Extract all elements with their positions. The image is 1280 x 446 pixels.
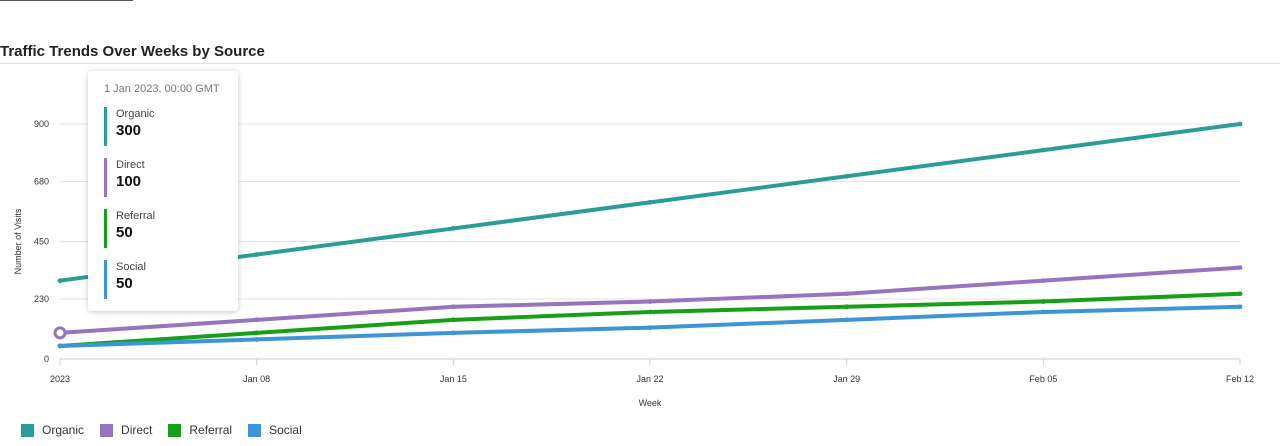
legend-swatch [168,423,182,437]
chart-legend: Organic Direct Referral Social [21,423,318,437]
chart-tooltip: 1 Jan 2023, 00:00 GMT Organic 300 Direct… [88,71,238,311]
tooltip-item-referral: Referral 50 [104,209,238,248]
legend-label: Direct [121,423,153,437]
data-point[interactable] [1040,309,1046,315]
data-point[interactable] [254,337,260,342]
x-tick-label: Feb 12 [1226,374,1254,384]
data-point[interactable] [647,309,653,315]
legend-label: Organic [42,423,85,437]
data-point[interactable] [1237,291,1243,297]
tooltip-color-bar [104,209,107,248]
title-divider [0,63,1280,64]
data-point[interactable] [844,317,850,323]
legend-swatch [100,423,114,437]
data-point[interactable] [57,278,63,284]
y-tick-label: 0 [44,354,49,364]
y-axis-title: Number of Visits [13,208,23,274]
data-point[interactable] [647,299,653,304]
data-point[interactable] [647,199,653,205]
tooltip-color-bar [104,260,107,299]
x-tick-label: 2023 [50,374,70,384]
data-point[interactable] [450,226,456,231]
tooltip-color-bar [104,107,107,146]
tooltip-series-value: 50 [116,224,133,241]
tooltip-item-organic: Organic 300 [104,107,238,146]
x-tick-label: Jan 15 [440,374,467,384]
x-tick-label: Jan 29 [833,374,860,384]
legend-item-social[interactable]: Social [248,423,302,437]
legend-swatch [248,423,262,437]
data-point[interactable] [1040,147,1046,153]
tab-indicator [0,0,133,1]
hover-point-marker[interactable] [53,326,67,340]
tooltip-date: 1 Jan 2023, 00:00 GMT [104,83,220,95]
y-tick-label: 230 [34,294,49,304]
tooltip-item-direct: Direct 100 [104,158,238,197]
tooltip-color-bar [104,158,107,197]
data-point[interactable] [1040,278,1046,284]
legend-item-referral[interactable]: Referral [168,423,232,437]
tooltip-series-value: 100 [116,173,142,190]
data-point[interactable] [1237,265,1243,271]
tooltip-series-name: Social [116,261,146,273]
tooltip-series-name: Direct [116,159,145,171]
hover-marker [53,326,67,340]
legend-label: Social [269,423,302,437]
data-point[interactable] [450,304,456,310]
series-lines [57,121,1243,349]
data-point[interactable] [254,317,260,323]
data-point[interactable] [254,330,260,336]
y-tick-label: 900 [34,119,49,129]
data-point[interactable] [450,317,456,323]
tooltip-series-value: 300 [116,122,142,139]
grid-lines [60,123,1240,300]
x-axis-title: Week [639,398,662,408]
data-point[interactable] [450,330,456,336]
x-tick-label: Jan 22 [636,374,663,384]
data-point[interactable] [844,291,850,297]
y-tick-label: 680 [34,176,49,186]
legend-item-organic[interactable]: Organic [21,423,84,437]
axes: 0 230 450 680 900 2023 Jan 08 Jan 15 Jan 22 Jan 2… [34,119,1254,384]
legend-swatch [21,423,34,437]
data-point[interactable] [1237,304,1243,310]
line-chart[interactable]: 0 230 450 680 900 2023 Jan 08 Jan 15 Jan 22 Jan 2… [0,0,1280,420]
x-tick-label: Jan 08 [243,374,270,384]
data-point[interactable] [844,173,850,179]
tooltip-series-value: 50 [116,275,133,292]
chart-title: Traffic Trends Over Weeks by Source [0,43,265,60]
data-point[interactable] [1040,299,1046,304]
tooltip-series-name: Organic [116,108,155,120]
data-point[interactable] [647,325,653,331]
x-tick-label: Feb 05 [1029,374,1057,384]
legend-item-direct[interactable]: Direct [100,423,152,437]
y-tick-label: 450 [34,237,49,247]
data-point[interactable] [57,343,63,349]
data-point[interactable] [844,304,850,310]
tooltip-item-social: Social 50 [104,260,238,299]
legend-label: Referral [189,423,233,437]
tooltip-series-name: Referral [116,210,156,222]
data-point[interactable] [1237,121,1243,127]
data-point[interactable] [254,252,260,257]
